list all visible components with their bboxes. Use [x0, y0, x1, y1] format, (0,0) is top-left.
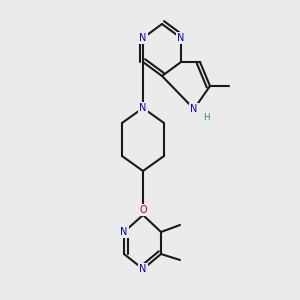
Text: N: N [120, 227, 128, 237]
Text: O: O [139, 205, 147, 215]
Text: H: H [203, 112, 209, 122]
Text: N: N [139, 264, 147, 274]
Text: N: N [177, 33, 185, 43]
Text: N: N [139, 103, 147, 113]
Text: N: N [139, 33, 147, 43]
Text: N: N [190, 104, 198, 114]
